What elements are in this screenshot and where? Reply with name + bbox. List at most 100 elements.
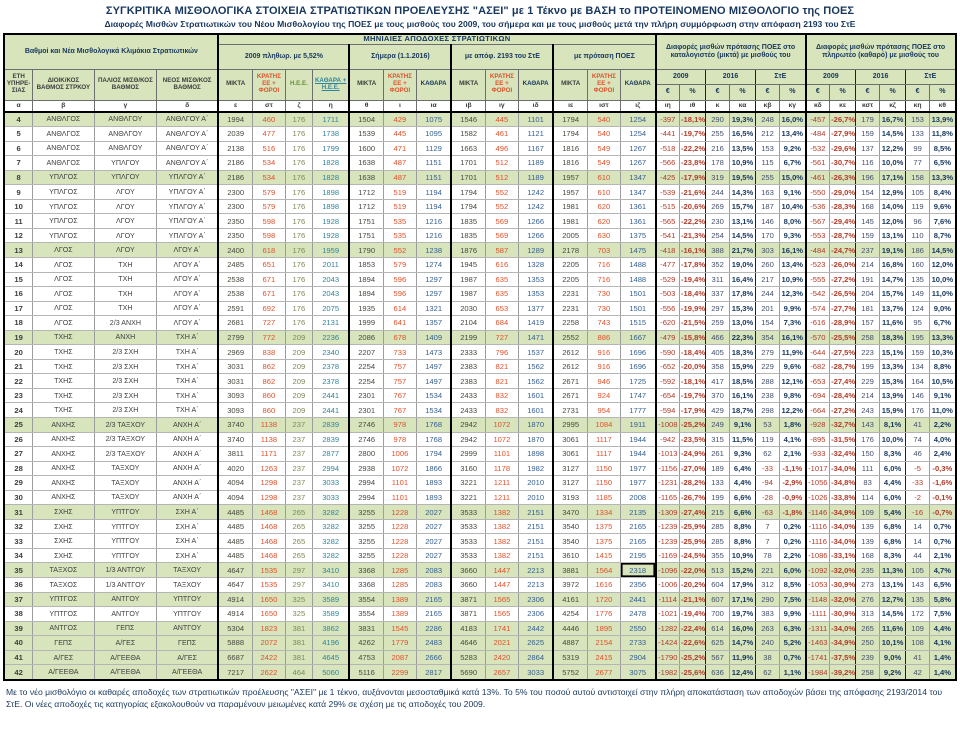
cell: -34,8% [829, 475, 857, 491]
cell: 12 [4, 228, 33, 244]
cell: 471 [383, 141, 417, 157]
cell: 11,0% [929, 402, 957, 418]
cell: 2027 [416, 519, 453, 535]
cell: -33,8% [829, 490, 857, 506]
pct-header: % [779, 84, 807, 101]
cell: 1375 [587, 519, 621, 535]
cell: ΑΝΧΗΣ [32, 446, 95, 462]
cell: -16 [905, 504, 931, 520]
cell: 352 [705, 257, 731, 273]
cell: 2839 [312, 417, 351, 433]
cell: 4753 [349, 650, 384, 666]
cell: 2,1% [929, 548, 957, 564]
cell: 552 [383, 242, 417, 258]
cell: 297 [705, 301, 731, 317]
cell: 1779 [383, 635, 417, 651]
cell: 1504 [349, 111, 384, 128]
cell: 8,8% [729, 519, 757, 535]
cell: 8,4% [929, 184, 957, 200]
cell: -34,0% [829, 621, 857, 637]
cell: 24 [4, 402, 33, 418]
cell: 4,4% [929, 621, 957, 637]
cell: -29,6% [829, 141, 857, 157]
cell: 1189 [518, 170, 555, 186]
cell: Α/ΓΕΕΘΑ [94, 664, 157, 681]
cell: ΑΝΧΗΣ [32, 432, 95, 448]
cell: 209 [285, 402, 313, 418]
cell: 13,3% [929, 170, 957, 186]
cell: 381 [285, 635, 313, 651]
cell: 1171 [252, 446, 286, 462]
cell: 146 [905, 388, 931, 404]
cell: 2131 [312, 315, 351, 331]
cell: 153 [905, 111, 931, 128]
cell: 2383 [451, 373, 486, 389]
cell: 41 [905, 417, 931, 433]
cell: 8,8% [729, 533, 757, 549]
cell: ΛΓΟΥ Α΄ [156, 301, 220, 317]
table-row: 8 ΥΠΛΓΟΣ ΥΠΛΓΟΥ ΥΠΛΓΟΥ Α΄ 2186 534 176 1828 1638… [4, 170, 957, 186]
cell: ΤΧΗ Α΄ [156, 373, 220, 389]
table-row: 32 ΣΧΗΣ ΥΠΤΓΟΥ ΣΧΗ Α΄ 4485 1468 265 3282 3255 122… [4, 519, 957, 535]
cell: 11,9% [779, 344, 807, 360]
cell: 18,3% [729, 344, 757, 360]
cell: -20,0% [679, 359, 707, 375]
cell: 243 [855, 402, 881, 418]
cell: -895 [805, 432, 831, 448]
cell: ΛΓΟΥ Α΄ [156, 257, 220, 273]
cell: -570 [805, 330, 831, 346]
cell: 2552 [553, 330, 588, 346]
cell: -541 [655, 228, 681, 244]
cell: 3554 [349, 606, 384, 622]
cell: -25,2% [679, 417, 707, 433]
cell: 74 [905, 432, 931, 448]
col-new-rank-header: ΝΕΟΣ ΜΙΣΘ/ΚΟΣ ΒΑΘΜΟΣ [155, 68, 220, 101]
cell: 2994 [312, 461, 351, 477]
table-row: 33 ΣΧΗΣ ΥΠΤΓΟΥ ΣΧΗ Α΄ 4485 1468 265 3282 3255 122… [4, 533, 957, 549]
cell: 3862 [312, 621, 351, 637]
cell: 2/3 ΣΧΗ [94, 388, 157, 404]
cell: 2942 [451, 417, 486, 433]
cell: 700 [705, 606, 731, 622]
cell: 1150 [587, 461, 621, 477]
column-letter: η [311, 99, 351, 113]
cell: 417 [705, 373, 731, 389]
cell: 116 [855, 155, 881, 171]
col-admin-rank-header: ΔΙΟΙΚ/ΚΟΣ ΒΑΘΜΟΣ ΣΤΡΚΟΥ [31, 68, 95, 101]
cell: 4485 [218, 519, 253, 535]
column-letter: κστ [855, 99, 881, 113]
cell: 10,3% [929, 344, 957, 360]
cell: -20,2% [679, 577, 707, 593]
cell: 1898 [518, 446, 555, 462]
cell: 2,2% [929, 417, 957, 433]
cell: 8,0% [779, 213, 807, 229]
cell: -18,1% [679, 111, 707, 128]
cell: 1582 [451, 126, 486, 142]
cell: 13,3% [879, 359, 907, 375]
table-row: 19 ΤΧΗΣ ΑΝΧΗ ΤΧΗ Α΄ 2799 772 209 2236 2086 678 140… [4, 330, 957, 346]
cell: -1231 [655, 475, 681, 491]
cell: 4161 [553, 592, 588, 608]
cell: 1211 [485, 475, 519, 491]
cell: 2400 [218, 242, 253, 258]
cell: -20,6% [679, 199, 707, 215]
cell: 388 [705, 242, 731, 258]
cell: -2,9% [779, 475, 807, 491]
cell: 1928 [312, 228, 351, 244]
pct-header: % [729, 84, 757, 101]
cell: -1790 [655, 650, 681, 666]
cell: -418 [655, 242, 681, 258]
cell: 229 [755, 359, 781, 375]
cell: 176 [285, 315, 313, 331]
cell: ΤΧΗΣ [32, 373, 95, 389]
cell: 44 [905, 548, 931, 564]
cell: 540 [587, 126, 621, 142]
cell: -25,9% [679, 533, 707, 549]
cell: 3255 [349, 548, 384, 564]
cell: 9,3% [779, 228, 807, 244]
cell: 1741 [485, 621, 519, 637]
cell: 149 [905, 286, 931, 302]
period-2009-header: 2009 πληθωρ. με 5,52% [217, 43, 351, 70]
cell: -397 [655, 111, 681, 128]
cell: 105 [905, 184, 931, 200]
